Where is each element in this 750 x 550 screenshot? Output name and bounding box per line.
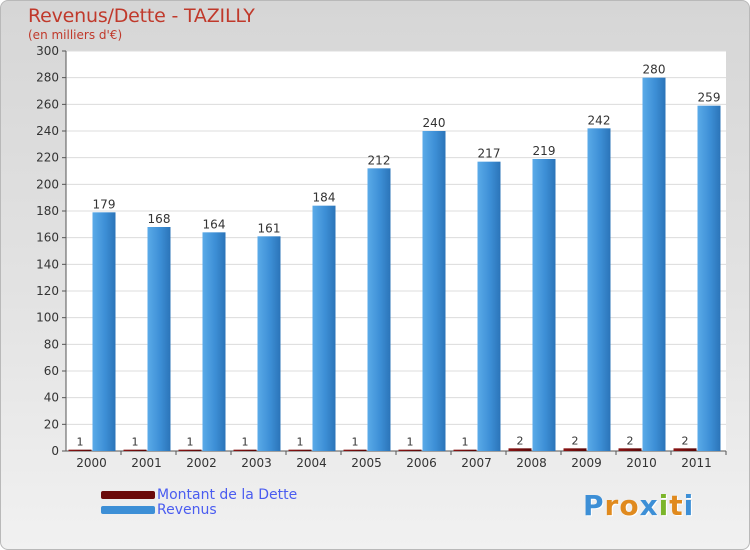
data-label-revenus: 168 bbox=[148, 212, 171, 226]
data-label-dette: 1 bbox=[242, 436, 249, 449]
bar-dette bbox=[398, 449, 422, 451]
legend-swatch-dette bbox=[101, 491, 155, 499]
logo-letter: P bbox=[583, 489, 605, 522]
bar-revenus bbox=[367, 168, 391, 452]
legend-swatch-revenus bbox=[101, 506, 155, 514]
logo-letter: t bbox=[669, 489, 684, 522]
bar-revenus bbox=[587, 128, 611, 451]
data-label-dette: 2 bbox=[517, 434, 524, 447]
y-tick-label: 40 bbox=[44, 391, 59, 405]
logo-letter: i bbox=[683, 489, 695, 522]
data-label-revenus: 240 bbox=[423, 116, 446, 130]
y-tick-label: 260 bbox=[36, 97, 59, 111]
y-tick-label: 240 bbox=[36, 124, 59, 138]
x-tick-label: 2006 bbox=[406, 456, 437, 470]
y-tick-label: 200 bbox=[36, 177, 59, 191]
y-tick-label: 180 bbox=[36, 204, 59, 218]
data-label-revenus: 217 bbox=[478, 147, 501, 161]
bar-dette bbox=[178, 449, 202, 451]
bar-dette bbox=[618, 448, 642, 451]
x-tick-label: 2007 bbox=[461, 456, 492, 470]
x-tick-label: 2003 bbox=[241, 456, 272, 470]
bar-dette bbox=[123, 449, 147, 451]
data-label-dette: 1 bbox=[407, 436, 414, 449]
bar-revenus bbox=[477, 161, 501, 451]
proxiti-logo: Proxiti bbox=[583, 489, 694, 522]
bar-dette bbox=[343, 449, 367, 451]
bar-dette bbox=[563, 448, 587, 451]
x-tick-label: 2001 bbox=[131, 456, 162, 470]
logo-letter: x bbox=[639, 489, 659, 522]
data-label-dette: 2 bbox=[682, 434, 689, 447]
x-tick-label: 2008 bbox=[516, 456, 547, 470]
bar-dette bbox=[68, 449, 92, 451]
data-label-dette: 2 bbox=[627, 434, 634, 447]
data-label-revenus: 219 bbox=[533, 144, 556, 158]
data-label-dette: 1 bbox=[77, 436, 84, 449]
x-tick-label: 2009 bbox=[571, 456, 602, 470]
x-tick-label: 2000 bbox=[76, 456, 107, 470]
logo-letter: i bbox=[658, 489, 670, 522]
bar-revenus bbox=[422, 131, 446, 451]
y-tick-label: 60 bbox=[44, 364, 59, 378]
data-label-revenus: 164 bbox=[203, 217, 226, 231]
data-label-dette: 2 bbox=[572, 434, 579, 447]
y-tick-label: 20 bbox=[44, 417, 59, 431]
y-tick-label: 80 bbox=[44, 337, 59, 351]
bar-dette bbox=[288, 449, 312, 451]
y-tick-label: 160 bbox=[36, 231, 59, 245]
data-label-dette: 1 bbox=[297, 436, 304, 449]
data-label-revenus: 242 bbox=[588, 113, 611, 127]
bar-dette bbox=[508, 448, 532, 451]
x-tick-label: 2004 bbox=[296, 456, 327, 470]
bar-revenus bbox=[257, 236, 281, 451]
y-tick-label: 300 bbox=[36, 44, 59, 58]
data-label-revenus: 184 bbox=[313, 191, 336, 205]
x-tick-label: 2002 bbox=[186, 456, 217, 470]
data-label-dette: 1 bbox=[187, 436, 194, 449]
bar-revenus bbox=[532, 159, 556, 451]
chart-title: Revenus/Dette - TAZILLY bbox=[28, 5, 255, 27]
y-tick-label: 140 bbox=[36, 257, 59, 271]
bar-dette bbox=[233, 449, 257, 451]
data-label-revenus: 280 bbox=[643, 63, 666, 77]
data-label-dette: 1 bbox=[132, 436, 139, 449]
x-tick-label: 2005 bbox=[351, 456, 382, 470]
plot-area bbox=[66, 51, 726, 451]
legend-label-dette: Montant de la Dette bbox=[157, 487, 298, 503]
y-tick-label: 220 bbox=[36, 151, 59, 165]
y-tick-label: 0 bbox=[51, 444, 59, 458]
legend-label-revenus: Revenus bbox=[157, 502, 217, 518]
data-label-revenus: 179 bbox=[93, 197, 116, 211]
x-tick-label: 2011 bbox=[681, 456, 712, 470]
data-label-revenus: 212 bbox=[368, 153, 391, 167]
data-label-dette: 1 bbox=[462, 436, 469, 449]
bar-revenus bbox=[697, 105, 721, 452]
data-label-revenus: 161 bbox=[258, 221, 281, 235]
logo-letter: o bbox=[619, 489, 640, 522]
bar-revenus bbox=[147, 227, 171, 451]
bar-revenus bbox=[312, 205, 336, 451]
y-tick-label: 120 bbox=[36, 284, 59, 298]
bar-dette bbox=[673, 448, 697, 451]
bar-revenus bbox=[92, 212, 116, 451]
bar-revenus bbox=[202, 232, 226, 451]
x-tick-label: 2010 bbox=[626, 456, 657, 470]
y-tick-label: 100 bbox=[36, 311, 59, 325]
data-label-dette: 1 bbox=[352, 436, 359, 449]
bar-revenus bbox=[642, 77, 666, 452]
y-tick-label: 280 bbox=[36, 71, 59, 85]
data-label-revenus: 259 bbox=[698, 91, 721, 105]
chart-subtitle: (en milliers d'€) bbox=[28, 28, 123, 42]
bar-dette bbox=[453, 449, 477, 451]
logo-letter: r bbox=[604, 489, 620, 522]
